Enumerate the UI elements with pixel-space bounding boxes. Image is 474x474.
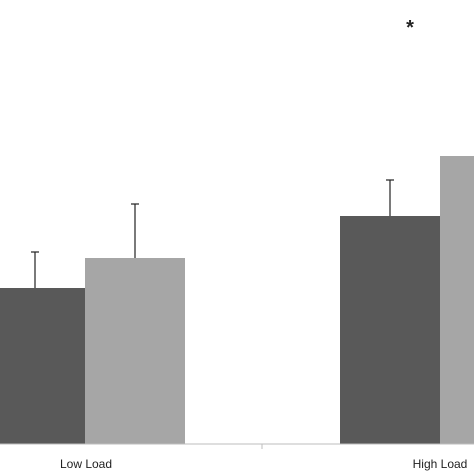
bar-series-1-low-load (0, 288, 85, 444)
bar-series-2-high-load (440, 156, 474, 444)
x-tick-label-low-load: Low Load (60, 457, 112, 471)
bars-layer (0, 156, 474, 444)
bar-series-1-high-load (340, 216, 440, 444)
bar-series-2-low-load (85, 258, 185, 444)
error-bars-layer (31, 179, 394, 288)
x-tick-label-high-load: High Load (413, 457, 468, 471)
significance-asterisk: * (406, 17, 414, 39)
